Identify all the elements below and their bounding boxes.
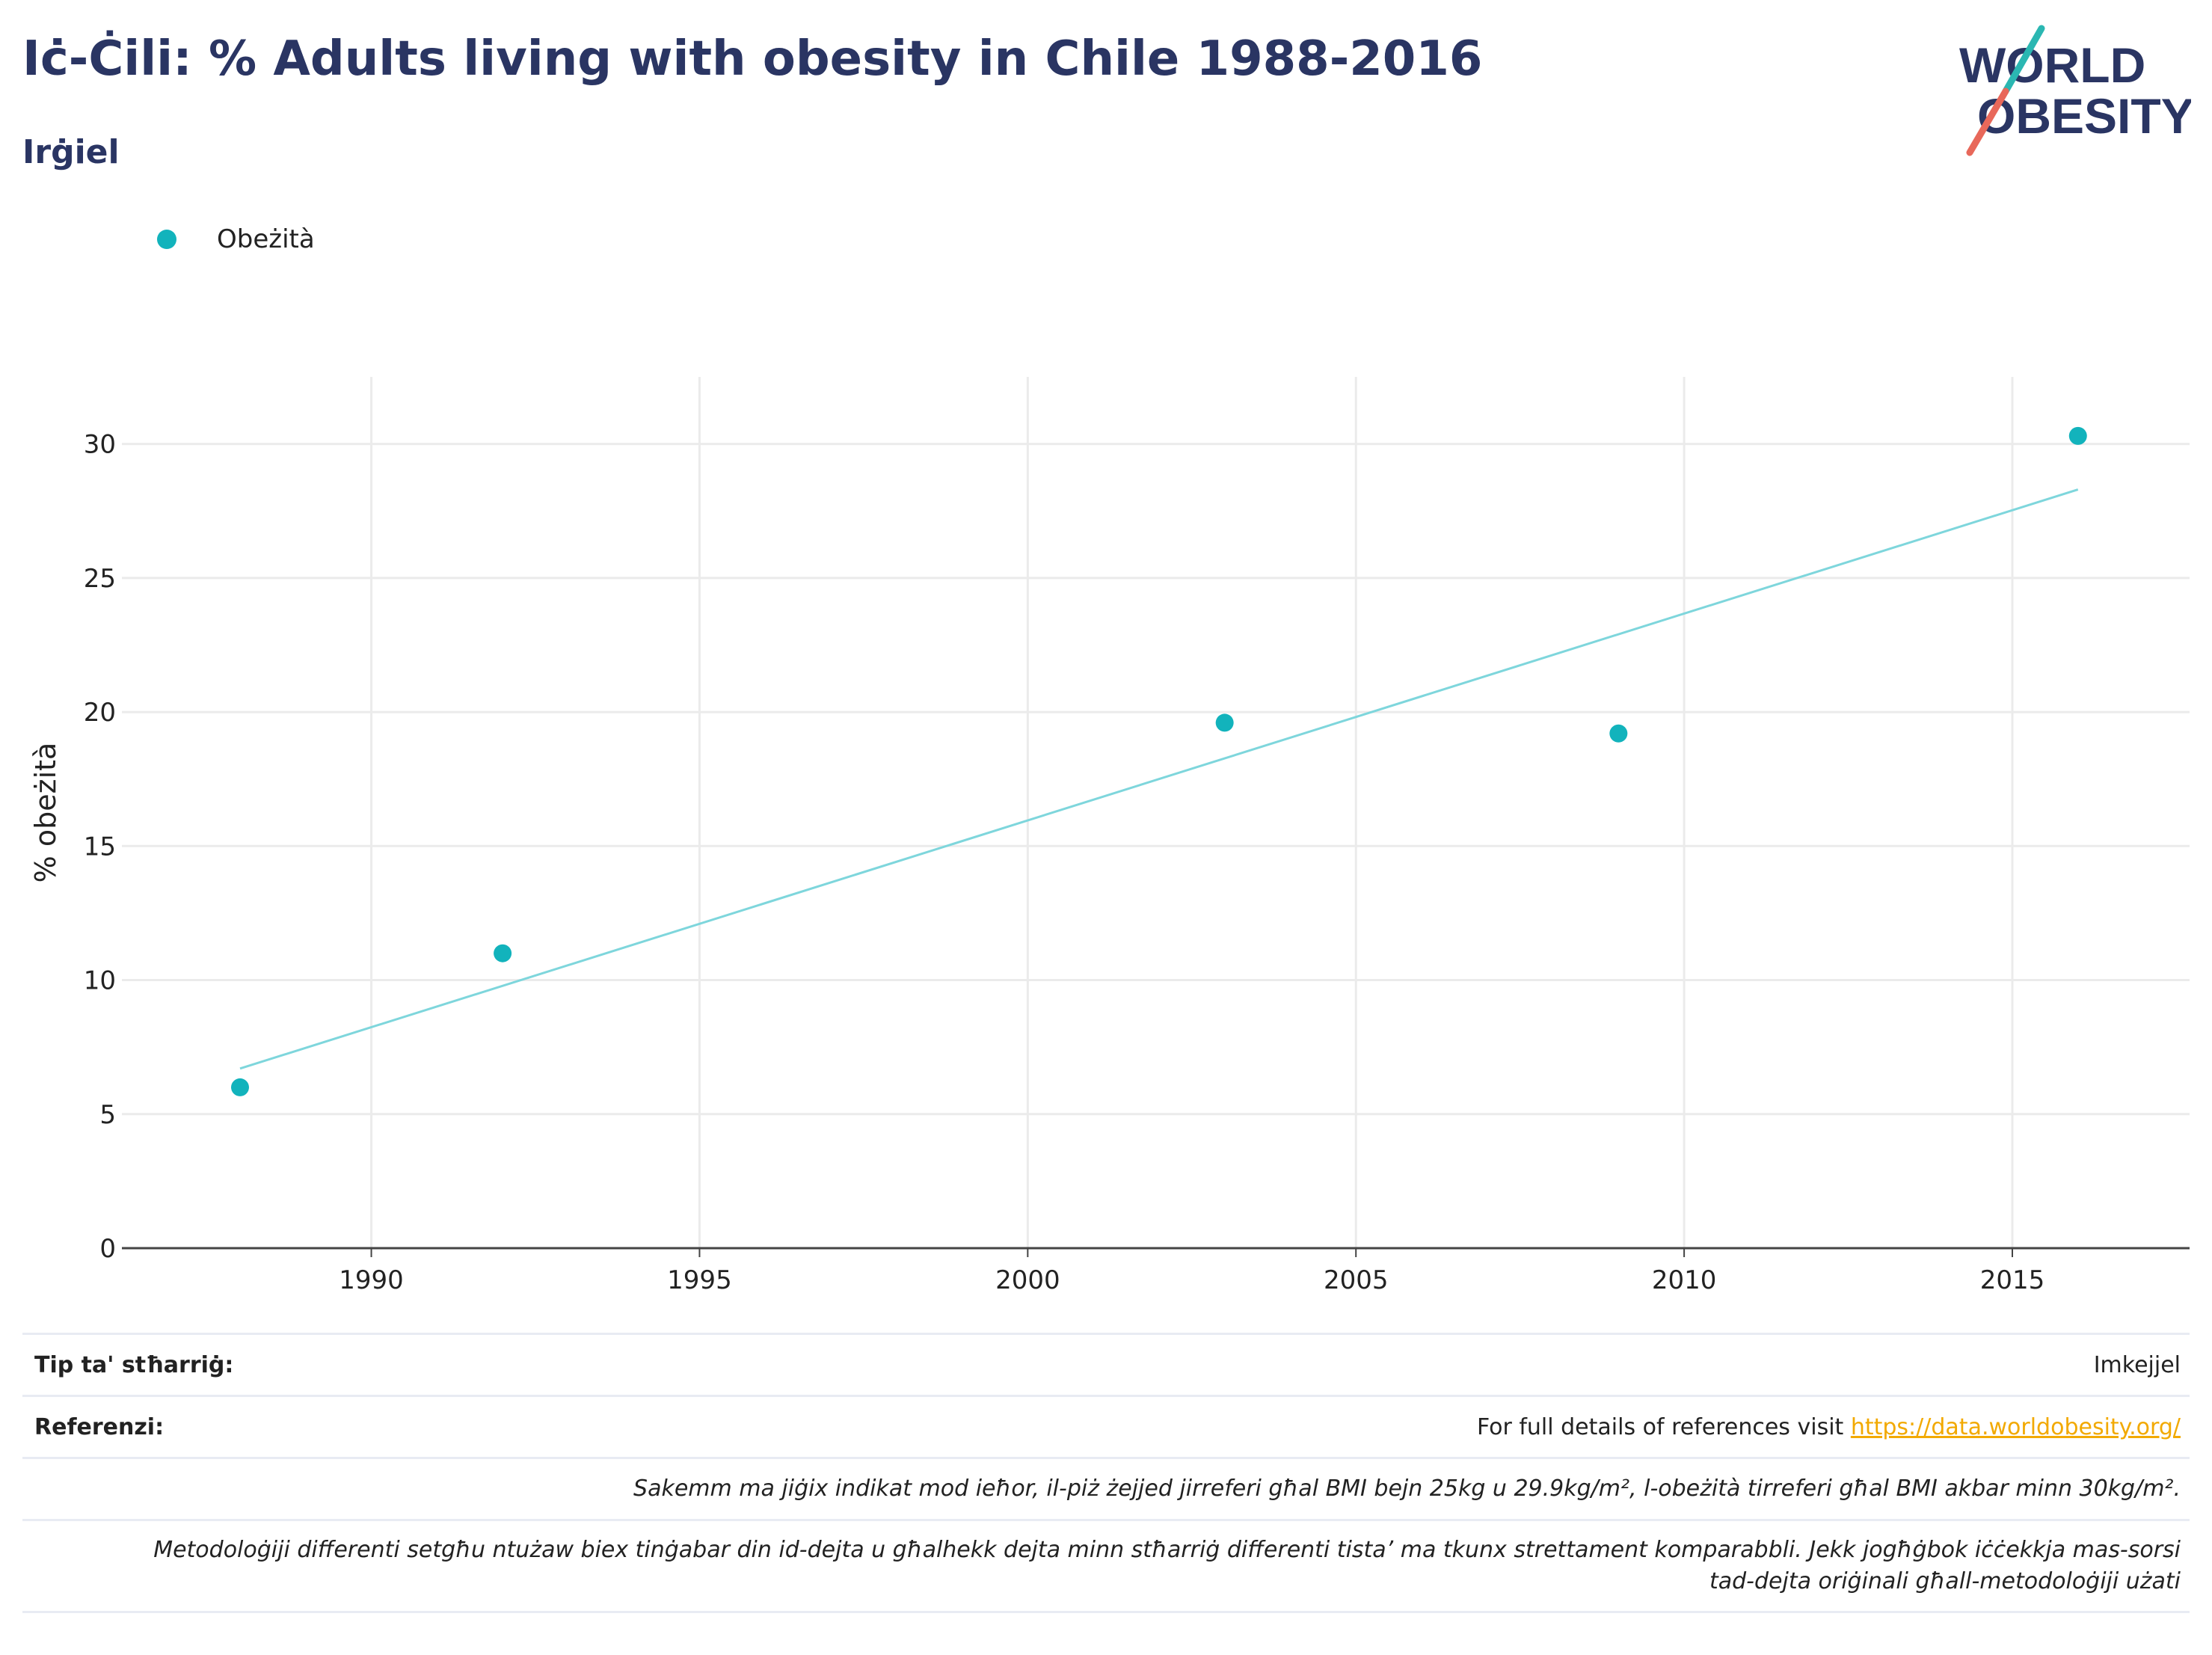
source-type-label: Tip ta' stħarriġ:: [34, 1351, 234, 1378]
chart-footer: Tip ta' stħarriġ: Imkejjel Referenzi: Fo…: [22, 1333, 2190, 1613]
y-tick-label: 0: [99, 1234, 116, 1264]
methodology-note: Metodoloġiji differenti setgħu ntużaw bi…: [34, 1535, 2181, 1597]
legend-marker: [157, 230, 176, 249]
y-tick-label: 5: [99, 1100, 116, 1130]
y-tick-label: 20: [84, 698, 116, 728]
data-point: [2068, 426, 2087, 445]
references-label: Referenzi:: [34, 1413, 165, 1440]
data-points: [231, 426, 2087, 1096]
legend-label: Obeżità: [217, 224, 315, 254]
logo-slash-red: [1966, 87, 2009, 156]
x-tick-label: 2010: [1652, 1265, 1717, 1295]
chart-legend: Obeżità: [157, 224, 315, 254]
data-point: [231, 1078, 249, 1096]
logo-text-world: WORLD: [1959, 37, 2145, 93]
references-row: Referenzi: For full details of reference…: [22, 1395, 2190, 1457]
source-type-value: Imkejjel: [2093, 1351, 2181, 1378]
x-tick-label: 1990: [339, 1265, 404, 1295]
data-point: [1609, 724, 1628, 743]
methodology-note-line2: tad-dejta oriġinali għall-metodoloġiji u…: [1709, 1568, 2181, 1594]
references-link[interactable]: https://data.worldobesity.org/: [1850, 1413, 2181, 1440]
data-point: [494, 944, 512, 962]
references-text: For full details of references visit: [1476, 1413, 1851, 1440]
logo-text-obesity: OBESITY: [1977, 88, 2191, 144]
y-tick-label: 10: [84, 966, 116, 996]
methodology-note-row: Metodoloġiji differenti setgħu ntużaw bi…: [22, 1519, 2190, 1613]
x-tick-label: 1995: [667, 1265, 732, 1295]
x-tick-label: 2015: [1980, 1265, 2045, 1295]
x-tick-label: 2000: [995, 1265, 1060, 1295]
scatter-chart: 1990 1995 2000 2005 2010 2015 0 5 10 15 20 25 30 % ob…: [29, 377, 2190, 1295]
world-obesity-logo[interactable]: WORLD OBESITY: [1944, 22, 2191, 157]
y-tick-label: 25: [84, 564, 116, 594]
references-value: For full details of references visit htt…: [1477, 1414, 2181, 1440]
chart-axes: [122, 1247, 2190, 1257]
x-tick-label: 2005: [1324, 1265, 1389, 1295]
trendline: [239, 488, 2079, 1070]
y-tick-label: 15: [84, 832, 116, 862]
axis-labels: 1990 1995 2000 2005 2010 2015 0 5 10 15 20 25 30 % ob…: [29, 430, 2044, 1295]
data-point: [1215, 713, 1234, 732]
definition-note-row: Sakemm ma jiġix indikat mod ieħor, il-pi…: [22, 1457, 2190, 1519]
chart-grid: [122, 377, 2190, 1248]
page-subtitle: Irġiel: [22, 133, 120, 171]
source-type-row: Tip ta' stħarriġ: Imkejjel: [22, 1333, 2190, 1395]
page-title: Iċ-Ċili: % Adults living with obesity in…: [22, 31, 1483, 87]
definition-note: Sakemm ma jiġix indikat mod ieħor, il-pi…: [633, 1476, 2181, 1502]
y-tick-label: 30: [84, 430, 116, 460]
trendline-layer: [239, 488, 2079, 1070]
logo-slash-teal: [2002, 25, 2045, 95]
y-axis-label: % obeżità: [29, 743, 62, 883]
methodology-note-line1: Metodoloġiji differenti setgħu ntużaw bi…: [153, 1537, 2181, 1563]
